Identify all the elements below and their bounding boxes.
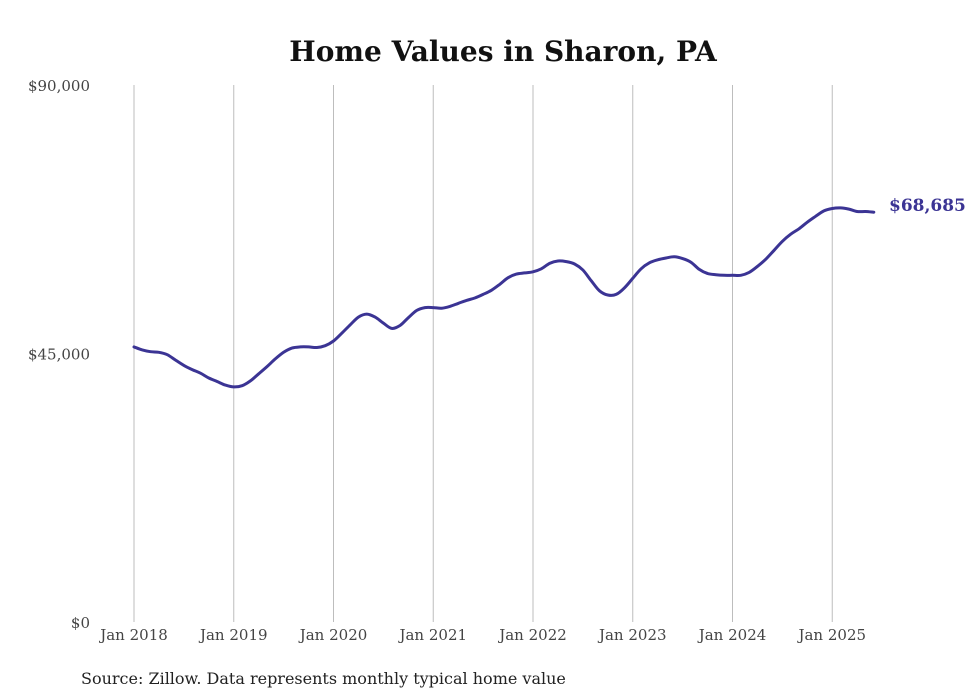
y-tick-label: $45,000: [28, 346, 90, 364]
x-tick-label: Jan 2022: [497, 626, 567, 644]
x-tick-label: Jan 2025: [796, 626, 866, 644]
chart-title: Home Values in Sharon, PA: [289, 35, 718, 68]
y-axis: $90,000 $45,000 $0: [28, 77, 90, 632]
x-tick-label: Jan 2020: [298, 626, 368, 644]
x-axis: Jan 2018 Jan 2019 Jan 2020 Jan 2021 Jan 2022…: [98, 626, 866, 644]
end-value-label: $68,685: [889, 196, 966, 216]
x-tick-label: Jan 2018: [98, 626, 168, 644]
home-value-line: [132, 206, 876, 389]
y-tick-label: $90,000: [28, 77, 90, 95]
x-tick-label: Jan 2021: [397, 626, 467, 644]
x-tick-label: Jan 2019: [198, 626, 268, 644]
x-tick-label: Jan 2024: [697, 626, 767, 644]
source-note: Source: Zillow. Data represents monthly …: [81, 669, 566, 688]
x-tick-label: Jan 2023: [597, 626, 667, 644]
y-tick-label: $0: [71, 614, 90, 632]
vertical-gridlines: [133, 85, 833, 622]
